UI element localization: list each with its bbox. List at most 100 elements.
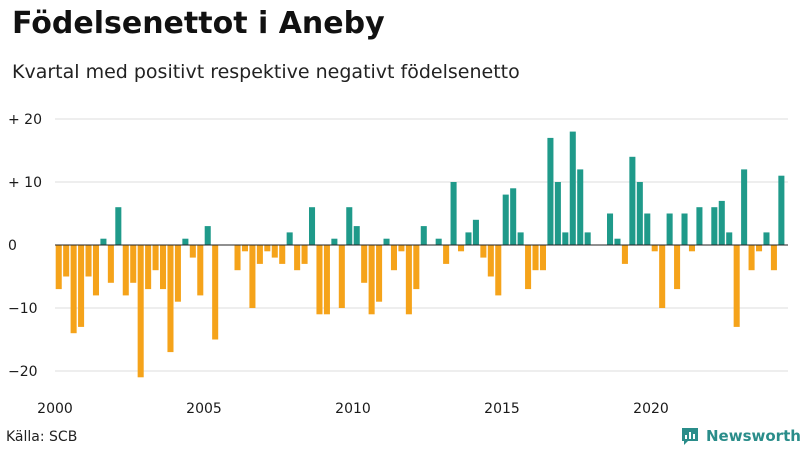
bar xyxy=(539,245,546,271)
bar xyxy=(122,245,129,296)
bar xyxy=(249,245,256,308)
bar xyxy=(55,245,62,290)
bar xyxy=(390,245,397,271)
bar xyxy=(666,213,673,245)
x-tick-label: 2005 xyxy=(186,401,222,417)
bar xyxy=(271,245,278,258)
y-tick-label: 0 xyxy=(8,238,17,254)
bar xyxy=(458,245,465,252)
bar xyxy=(316,245,323,315)
bar xyxy=(256,245,263,264)
bar xyxy=(413,245,420,290)
bar xyxy=(696,207,703,245)
bar xyxy=(741,169,748,245)
y-tick-label: −10 xyxy=(8,301,38,317)
bar xyxy=(688,245,695,252)
bar xyxy=(361,245,368,283)
bar xyxy=(212,245,219,340)
newsworthy-logo-icon xyxy=(682,428,698,445)
bar xyxy=(331,238,338,245)
bar xyxy=(733,245,740,327)
bar xyxy=(480,245,487,258)
x-tick-label: 2000 xyxy=(37,401,73,417)
bar xyxy=(182,238,189,245)
bar xyxy=(301,245,308,264)
bar xyxy=(115,207,122,245)
bar xyxy=(338,245,345,308)
bar xyxy=(376,245,383,302)
bar xyxy=(368,245,375,315)
bar xyxy=(204,226,211,245)
bar xyxy=(197,245,204,296)
bar xyxy=(167,245,174,353)
bar xyxy=(770,245,777,271)
bar xyxy=(189,245,196,258)
bar xyxy=(435,238,442,245)
bar xyxy=(450,182,457,245)
bar xyxy=(472,219,479,245)
bar xyxy=(234,245,241,271)
bar xyxy=(577,169,584,245)
bar xyxy=(309,207,316,245)
bar xyxy=(100,238,107,245)
bar xyxy=(286,232,293,245)
chart-subtitle: Kvartal med positivt respektive negativt… xyxy=(12,61,520,83)
bar xyxy=(487,245,494,277)
bar xyxy=(763,232,770,245)
bar xyxy=(495,245,502,296)
bar xyxy=(294,245,301,271)
bar xyxy=(644,213,651,245)
bar xyxy=(554,182,561,245)
bar xyxy=(748,245,755,271)
bar xyxy=(78,245,85,327)
bar xyxy=(629,156,636,245)
brand-logo: Newsworthy xyxy=(680,426,800,446)
bar xyxy=(636,182,643,245)
brand-name: Newsworthy xyxy=(706,427,800,445)
bar xyxy=(443,245,450,264)
bar xyxy=(718,200,725,245)
bar xyxy=(711,207,718,245)
bar xyxy=(674,245,681,290)
bar xyxy=(152,245,159,271)
bar xyxy=(241,245,248,252)
bar xyxy=(569,131,576,245)
chart-title: Födelsenettot i Aneby xyxy=(12,6,385,41)
grid-lines xyxy=(55,118,788,372)
bar xyxy=(614,238,621,245)
bar xyxy=(532,245,539,271)
bar xyxy=(353,226,360,245)
axis-labels: + 20 + 10 0 −10 −20 2000 2005 2010 2015 2020 xyxy=(8,112,669,417)
bar xyxy=(420,226,427,245)
bar xyxy=(547,137,554,245)
source-label: Källa: SCB xyxy=(6,429,78,445)
bar xyxy=(137,245,144,378)
bar xyxy=(651,245,658,252)
bar xyxy=(465,232,472,245)
bar xyxy=(562,232,569,245)
bar xyxy=(70,245,77,334)
bar xyxy=(681,213,688,245)
bars xyxy=(55,131,785,378)
bar xyxy=(510,188,517,245)
bar xyxy=(778,175,785,245)
bar xyxy=(756,245,763,252)
y-tick-label: −20 xyxy=(8,364,38,380)
bar xyxy=(63,245,70,277)
bar xyxy=(92,245,99,296)
bar xyxy=(525,245,532,290)
y-tick-label: + 10 xyxy=(8,175,42,191)
bar xyxy=(584,232,591,245)
x-tick-label: 2015 xyxy=(484,401,520,417)
bar xyxy=(726,232,733,245)
x-tick-label: 2020 xyxy=(633,401,669,417)
y-tick-label: + 20 xyxy=(8,112,42,128)
bar xyxy=(107,245,114,283)
bar xyxy=(405,245,412,315)
bar xyxy=(264,245,271,252)
bar xyxy=(346,207,353,245)
bar xyxy=(517,232,524,245)
bar xyxy=(621,245,628,264)
bar xyxy=(383,238,390,245)
